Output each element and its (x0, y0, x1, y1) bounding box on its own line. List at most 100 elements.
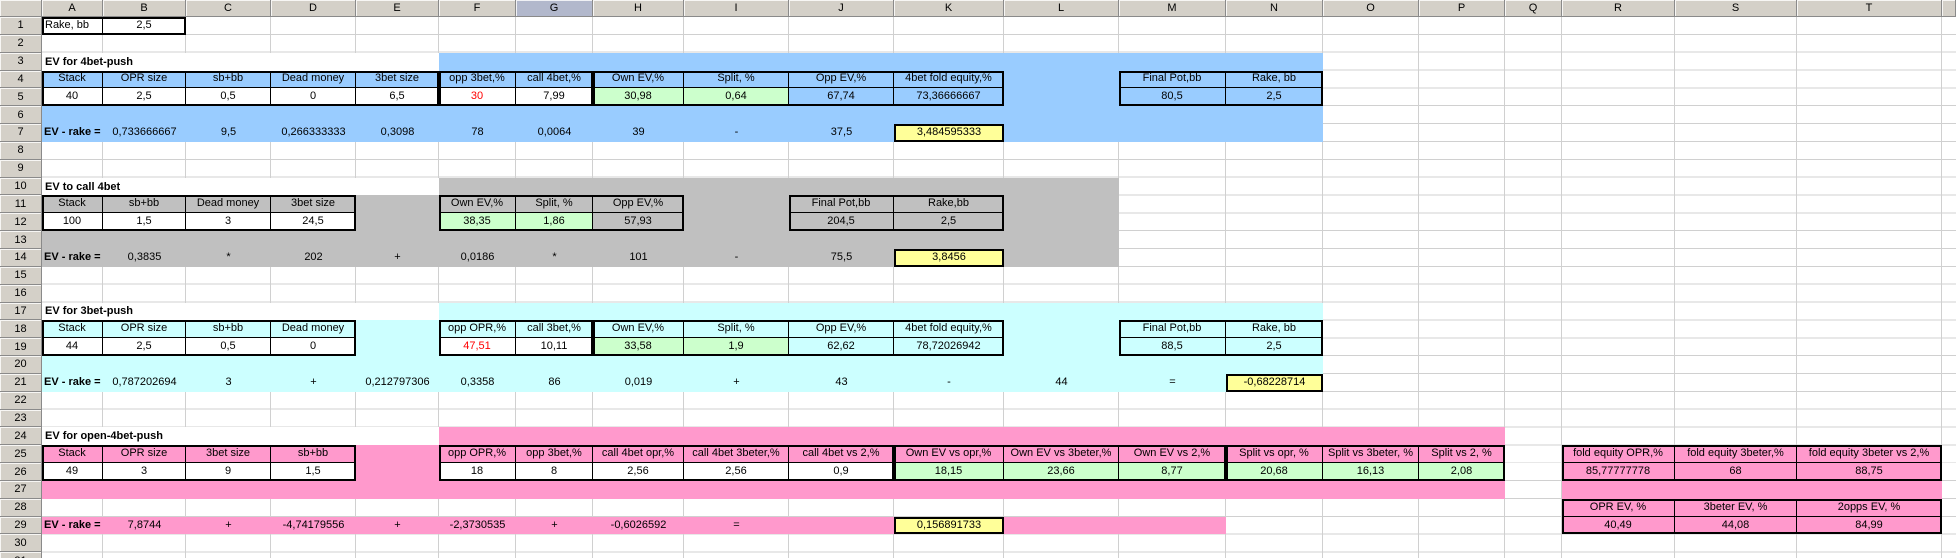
cell-g19[interactable]: 10,11 (516, 338, 593, 357)
cell-m26[interactable]: 8,77 (1119, 463, 1226, 481)
cell-t29[interactable]: 84,99 (1797, 516, 1942, 535)
cell-d14[interactable]: 202 (304, 251, 323, 264)
column-header-k[interactable]: K (894, 0, 1004, 17)
column-header-t[interactable]: T (1797, 0, 1942, 17)
cell-g26[interactable]: 8 (516, 463, 593, 481)
column-header-partial[interactable] (1942, 0, 1956, 17)
cell-c14[interactable]: * (226, 251, 231, 264)
cell-a1-rake-label[interactable]: Rake, bb (42, 17, 103, 35)
column-header-s[interactable]: S (1675, 0, 1797, 17)
section-title-3bet-push[interactable]: EV for 3bet-push (42, 302, 439, 321)
row-header-14[interactable]: 14 (0, 248, 42, 267)
cell-k19[interactable]: 78,72026942 (894, 338, 1004, 357)
cell-k12[interactable]: 2,5 (894, 213, 1004, 232)
cell-r25[interactable]: fold equity OPR,% (1562, 445, 1675, 464)
row-header-2[interactable]: 2 (0, 34, 42, 53)
cell-c4[interactable]: sb+bb (186, 70, 271, 89)
column-header-o[interactable]: O (1323, 0, 1419, 17)
cell-a7-formula-label[interactable]: EV - rake = (44, 126, 101, 139)
row-header-4[interactable]: 4 (0, 70, 42, 89)
cell-b11[interactable]: sb+bb (103, 195, 186, 214)
cell-a29-formula-label[interactable]: EV - rake = (44, 519, 101, 532)
cell-f21[interactable]: 0,3358 (460, 376, 495, 389)
cell-p26[interactable]: 2,08 (1419, 463, 1505, 481)
column-header-q[interactable]: Q (1505, 0, 1562, 17)
cell-r26[interactable]: 85,77777778 (1562, 463, 1675, 481)
cell-b7[interactable]: 0,733666667 (112, 126, 177, 139)
cell-s26[interactable]: 68 (1675, 463, 1797, 481)
cell-m19[interactable]: 88,5 (1119, 338, 1226, 357)
row-header-22[interactable]: 22 (0, 391, 42, 410)
cell-d26[interactable]: 1,5 (271, 463, 356, 481)
row-header-5[interactable]: 5 (0, 88, 42, 107)
cell-h11[interactable]: Opp EV,% (593, 195, 684, 214)
cell-m4[interactable]: Final Pot,bb (1119, 70, 1226, 89)
cell-d18[interactable]: Dead money (271, 320, 356, 339)
cell-e4[interactable]: 3bet size (356, 70, 439, 89)
cell-b4[interactable]: OPR size (103, 70, 186, 89)
cell-f7[interactable]: 78 (471, 126, 484, 139)
cell-f18[interactable]: opp OPR,% (439, 320, 516, 339)
cell-k25[interactable]: Own EV vs opr,% (894, 445, 1004, 464)
cell-m21[interactable]: = (1169, 376, 1176, 389)
column-header-r[interactable]: R (1562, 0, 1675, 17)
cell-d21[interactable]: + (310, 376, 317, 389)
row-header-30[interactable]: 30 (0, 534, 42, 553)
cell-f14[interactable]: 0,0186 (460, 251, 495, 264)
row-header-9[interactable]: 9 (0, 159, 42, 178)
cell-k5[interactable]: 73,36666667 (894, 88, 1004, 107)
cell-e7[interactable]: 0,3098 (380, 126, 415, 139)
cell-c7[interactable]: 9,5 (220, 126, 237, 139)
cell-d25[interactable]: sb+bb (271, 445, 356, 464)
cell-e14[interactable]: + (394, 251, 401, 264)
cell-a21-formula-label[interactable]: EV - rake = (44, 376, 101, 389)
row-header-21[interactable]: 21 (0, 373, 42, 392)
row-header-7[interactable]: 7 (0, 124, 42, 142)
cell-c12[interactable]: 3 (186, 213, 271, 232)
cell-j12[interactable]: 204,5 (789, 213, 894, 232)
cell-i29[interactable]: = (733, 519, 740, 532)
column-header-h[interactable]: H (593, 0, 684, 17)
cell-s28[interactable]: 3beter EV, % (1675, 498, 1797, 517)
cell-i21[interactable]: + (733, 376, 740, 389)
cell-d5[interactable]: 0 (271, 88, 356, 107)
cell-i7[interactable]: - (734, 126, 739, 139)
cell-k26[interactable]: 18,15 (894, 463, 1004, 481)
row-header-6[interactable]: 6 (0, 106, 42, 125)
row-header-18[interactable]: 18 (0, 320, 42, 339)
cell-t25[interactable]: fold equity 3beter vs 2,% (1797, 445, 1942, 464)
cell-b12[interactable]: 1,5 (103, 213, 186, 232)
cell-g14[interactable]: * (552, 251, 557, 264)
cell-f25[interactable]: opp OPR,% (439, 445, 516, 464)
cell-j25[interactable]: call 4bet vs 2,% (789, 445, 894, 464)
cell-b29[interactable]: 7,8744 (127, 519, 162, 532)
cell-i26[interactable]: 2,56 (684, 463, 789, 481)
cell-l26[interactable]: 23,66 (1004, 463, 1119, 481)
cell-f11[interactable]: Own EV,% (439, 195, 516, 214)
cell-f12[interactable]: 38,35 (439, 213, 516, 232)
cell-a11[interactable]: Stack (42, 195, 103, 214)
cell-j21[interactable]: 43 (835, 376, 848, 389)
cell-d12[interactable]: 24,5 (271, 213, 356, 232)
cell-l21[interactable]: 44 (1055, 376, 1068, 389)
row-header-10[interactable]: 10 (0, 177, 42, 196)
row-header-23[interactable]: 23 (0, 409, 42, 428)
column-header-d[interactable]: D (271, 0, 356, 17)
cell-k29-result[interactable]: 0,156891733 (894, 516, 1004, 535)
cell-g4[interactable]: call 4bet,% (516, 70, 593, 89)
cell-c29[interactable]: + (225, 519, 232, 532)
cell-k4[interactable]: 4bet fold equity,% (894, 70, 1004, 89)
cell-b5[interactable]: 2,5 (103, 88, 186, 107)
row-header-28[interactable]: 28 (0, 498, 42, 517)
cell-b1-rake-value[interactable]: 2,5 (103, 17, 186, 35)
row-header-17[interactable]: 17 (0, 302, 42, 321)
cell-j5[interactable]: 67,74 (789, 88, 894, 107)
cell-n4[interactable]: Rake, bb (1226, 70, 1323, 89)
cell-n21-result[interactable]: -0,68228714 (1226, 373, 1323, 392)
cell-k14-result[interactable]: 3,8456 (894, 248, 1004, 267)
cell-f5[interactable]: 30 (439, 88, 516, 107)
cell-d4[interactable]: Dead money (271, 70, 356, 89)
cell-a12[interactable]: 100 (42, 213, 103, 232)
cell-t26[interactable]: 88,75 (1797, 463, 1942, 481)
row-header-25[interactable]: 25 (0, 445, 42, 464)
